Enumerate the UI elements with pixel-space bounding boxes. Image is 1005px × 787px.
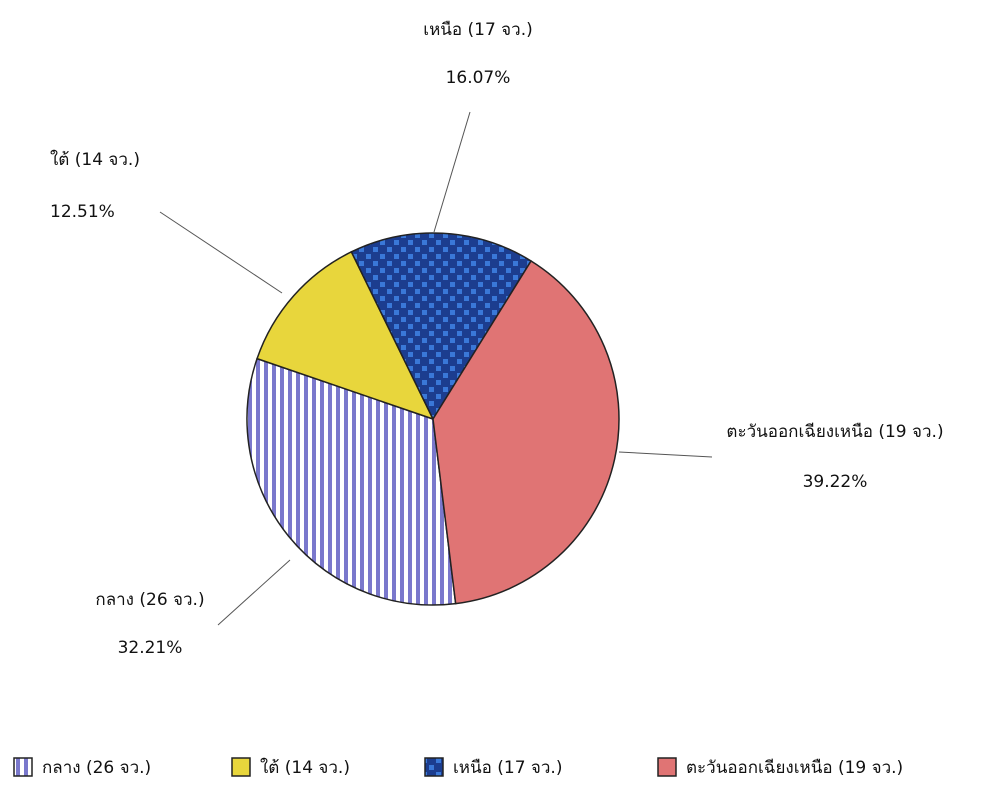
- leader-line: [159, 211, 283, 294]
- slice-name: เหนือ (17 จว.): [423, 20, 532, 40]
- leader-line: [217, 559, 291, 626]
- slice-value: 32.21%: [118, 638, 183, 658]
- slice: [350, 232, 533, 421]
- slice-name: ตะวันออกเฉียงเหนือ (19 จว.): [726, 422, 943, 442]
- slice: [432, 259, 620, 605]
- slice-value: 16.07%: [446, 68, 511, 88]
- slice: [246, 357, 457, 606]
- slice-value: 12.51%: [50, 202, 115, 222]
- legend-swatch: [657, 757, 677, 777]
- slice-name: กลาง (26 จว.): [95, 590, 204, 610]
- slice: [256, 250, 435, 421]
- legend-label: ตะวันออกเฉียงเหนือ (19 จว.): [686, 758, 903, 778]
- legend: กลาง (26 จว.) ใต้ (14 จว.) เหนือ (17 จว.) ต…: [13, 757, 903, 778]
- slice-name: ใต้ (14 จว.): [50, 149, 140, 170]
- pie: [246, 232, 620, 606]
- slice-labels: กลาง (26 จว.) 32.21% ใต้ (14 จว.) 12.51% เหน…: [50, 20, 944, 658]
- legend-label: กลาง (26 จว.): [42, 758, 151, 778]
- legend-swatch: [424, 757, 444, 777]
- legend-label: เหนือ (17 จว.): [453, 758, 562, 778]
- slice-value: 39.22%: [803, 472, 868, 492]
- legend-label: ใต้ (14 จว.): [260, 757, 350, 778]
- legend-swatch: [13, 757, 33, 777]
- leader-line: [618, 451, 713, 458]
- legend-swatch: [231, 757, 251, 777]
- leader-line: [433, 111, 471, 233]
